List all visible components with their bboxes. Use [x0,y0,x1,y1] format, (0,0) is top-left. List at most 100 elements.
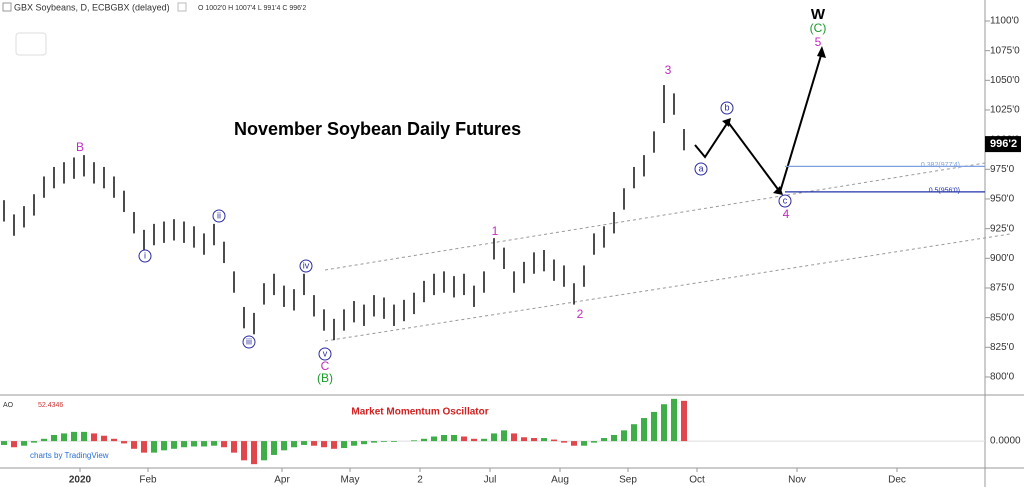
oscillator-bar [271,441,277,455]
y-tick-label: 825'0 [990,342,1015,353]
header-icon[interactable] [177,2,187,12]
oscillator-bar [531,438,537,442]
oscillator-bar [491,433,497,442]
wave-label: 1 [492,224,499,238]
oscillator-bar [311,441,317,446]
ohlc-summary: O 1002'0 H 1007'4 L 991'4 C 996'2 [198,5,306,12]
y-tick-label: 1100'0 [990,16,1019,27]
header-icon[interactable] [2,2,12,12]
wave-circle [694,162,708,176]
oscillator-bar [1,441,7,445]
oscillator-bar [651,411,657,442]
toolbar-button[interactable] [15,32,47,56]
wave-label: 4 [783,207,790,221]
wave-circle [720,101,734,115]
symbol: GBX Soybeans, D, ECBGBX (delayed) [14,2,170,12]
oscillator-bar [661,404,667,442]
oscillator-value: 52.4346 [38,402,63,409]
last-price-label: 996'2 [990,138,1017,150]
channel-line [324,233,1011,342]
oscillator-title: Market Momentum Oscillator [351,407,488,418]
oscillator-bar [291,441,297,448]
x-tick-label: Nov [788,475,806,486]
oscillator-bar [141,441,147,453]
wave-label: (C) [810,21,827,35]
oscillator-bar [301,441,307,445]
oscillator-name: AO [3,402,14,409]
x-tick-label: 2020 [69,475,92,486]
y-tick-label: 975'0 [990,164,1015,175]
oscillator-bar [411,440,417,442]
oscillator-bar [121,441,127,444]
wave-label: B [76,140,84,154]
oscillator-bar [101,435,107,442]
oscillator-bar [601,438,607,442]
oscillator-bar [371,441,377,443]
oscillator-bar [111,438,117,442]
oscillator-bar [501,430,507,442]
x-tick-label: Aug [551,475,569,486]
x-tick-label: Sep [619,475,637,486]
wave-label: v [323,348,328,358]
wave-label: iv [303,260,310,270]
oscillator-bar [671,398,677,442]
y-tick-label: 875'0 [990,283,1015,294]
oscillator-bar [31,441,37,443]
oscillator-bar [161,441,167,451]
x-tick-label: Oct [689,475,705,486]
wave-circle [778,194,792,208]
oscillator-bar [621,430,627,442]
wave-label: b [724,102,729,112]
arrow-head [773,186,783,195]
oscillator-bar [11,441,17,448]
oscillator-bar [481,438,487,442]
arrow-head [722,118,731,127]
last-price-box [985,136,1021,153]
oscillator-bar [81,431,87,442]
fib-label: 0.5(956'0) [929,188,960,195]
arrow-head [817,46,826,58]
oscillator-bar [361,441,367,445]
oscillator-bar [511,433,517,442]
oscillator-bar [171,441,177,449]
fib-label: 0.382(977'4) [921,162,960,169]
oscillator-bar [611,434,617,442]
y-tick-label: 900'0 [990,253,1015,264]
oscillator-bar [231,441,237,453]
oscillator-bar [71,431,77,442]
y-tick-label: 950'0 [990,194,1015,205]
wave-circle [318,347,332,361]
annotation-title: November Soybean Daily Futures [234,119,521,139]
x-tick-label: 2 [417,475,423,486]
oscillator-bar [201,441,207,447]
oscillator-bar [521,437,527,442]
wave-circle [138,249,152,263]
oscillator-bar [341,441,347,449]
oscillator-bar [551,439,557,442]
oscillator-bar [131,441,137,449]
wave-label: 3 [665,63,672,77]
oscillator-bar [61,433,67,442]
x-tick-label: Feb [139,475,157,486]
oscillator-bar [281,441,287,451]
y-tick-label: 800'0 [990,372,1015,383]
credit: charts by TradingView [30,451,109,460]
y-tick-label: 1025'0 [990,105,1020,116]
wave-label: C [321,359,330,373]
oscillator-bar [681,400,687,442]
wave-label: iii [246,336,252,346]
oscillator-bar [421,438,427,442]
oscillator-bar [331,441,337,449]
oscillator-bar [51,434,57,442]
oscillator-bar [261,441,267,461]
oscillator-bar [591,441,597,443]
oscillator-bar [581,441,587,446]
x-tick-label: May [341,475,360,486]
oscillator-bar [391,441,397,442]
wave-label: a [698,163,703,173]
y-tick-label: 925'0 [990,223,1015,234]
oscillator-bar [241,441,247,461]
oscillator-bar [211,441,217,446]
